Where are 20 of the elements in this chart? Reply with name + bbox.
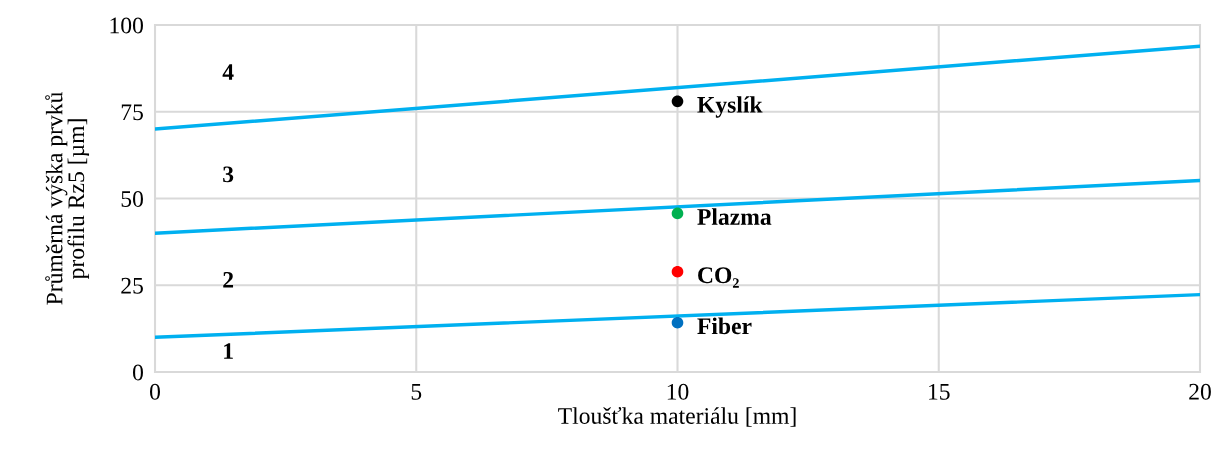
annotation: 3 xyxy=(223,166,234,183)
y-tick-label: 0 xyxy=(132,364,143,381)
y-tick-label: 50 xyxy=(121,190,143,207)
annotation: 2 xyxy=(223,271,234,288)
x-tick-label: 15 xyxy=(929,383,950,400)
y-tick-label: 25 xyxy=(121,277,143,294)
y-tick-label: 100 xyxy=(110,17,143,34)
x-tick-label: 10 xyxy=(667,383,689,400)
series-label: Plazma xyxy=(697,208,772,225)
series-label: CO₂ xyxy=(698,267,739,288)
y-axis-title: Průměrná výška prvků profilu Rz5 [µm] xyxy=(45,92,90,305)
series-label: Kyslík xyxy=(697,96,763,118)
annotation: 1 xyxy=(224,343,233,359)
x-axis-title: Tloušťka materiálu [mm] xyxy=(558,407,796,427)
annotation: 4 xyxy=(222,64,234,80)
x-tick-label: 20 xyxy=(1189,383,1211,400)
y-tick-label: 75 xyxy=(121,104,143,121)
x-tick-label: 0 xyxy=(150,383,160,400)
x-tick-label: 5 xyxy=(411,384,422,400)
series-label: Fiber xyxy=(697,317,752,335)
